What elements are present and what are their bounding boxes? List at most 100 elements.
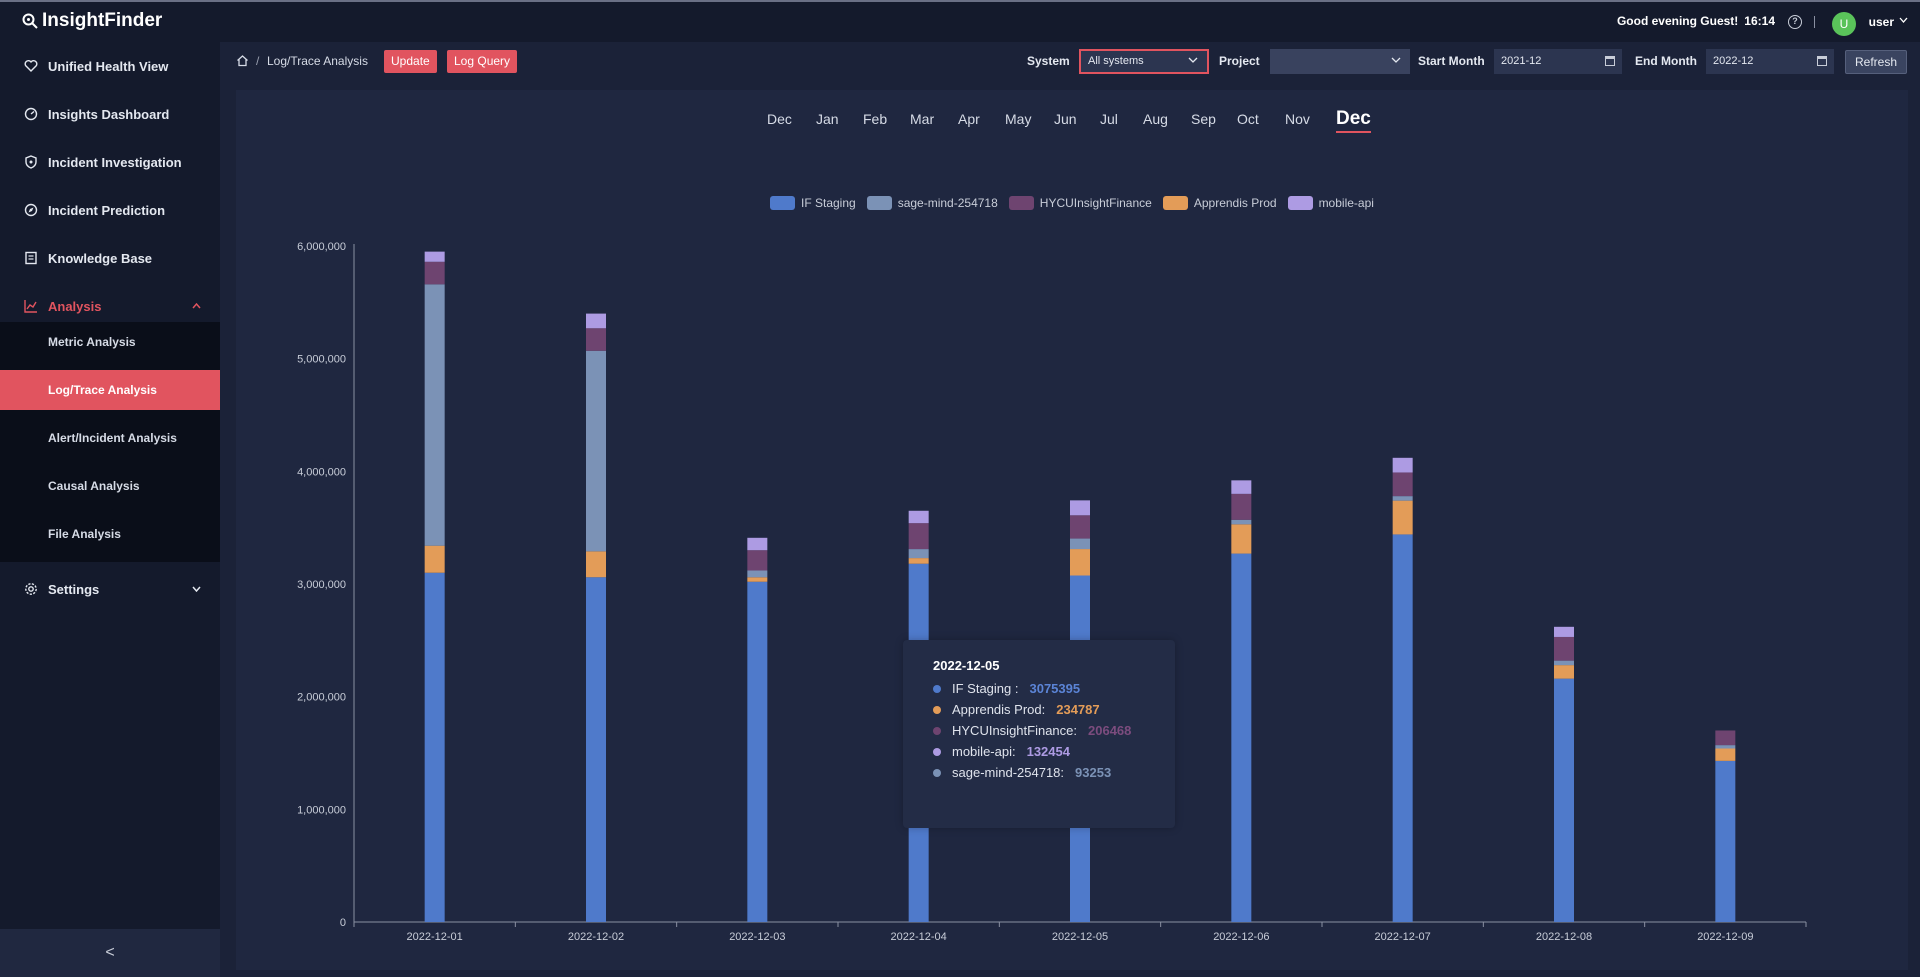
month-tab[interactable]: Jan [816,111,839,127]
chevron-up-icon [192,303,201,309]
legend-item-hycu[interactable]: HYCUInsightFinance [1008,196,1152,210]
collapse-sidebar-button[interactable]: < [0,929,220,977]
bar-segment [1070,515,1090,539]
tooltip-value: 132454 [1026,744,1070,759]
sidebar-item-knowledge-base[interactable]: Knowledge Base [0,234,220,282]
legend-label: sage-mind-254718 [897,196,998,210]
month-tab[interactable]: Mar [910,111,935,127]
legend-label: mobile-api [1318,196,1374,210]
tooltip-dot [933,726,941,735]
submenu-item-metric-analysis[interactable]: Metric Analysis [48,335,136,349]
chevron-down-icon[interactable] [1899,17,1908,23]
tooltip-value: 3075395 [1029,681,1081,696]
x-tick-label: 2022-12-02 [568,931,624,943]
legend-item-sage-mind[interactable]: sage-mind-254718 [866,196,998,210]
bar-segment [586,577,606,922]
divider [1814,16,1815,28]
user-menu[interactable]: user [1868,15,1894,29]
clock-time: 16:14 [1744,14,1775,28]
breadcrumb-separator: / [256,54,260,68]
sidebar-item-label: Incident Prediction [48,202,166,218]
system-select[interactable]: All systems [1079,49,1209,74]
month-tab[interactable]: Nov [1285,111,1310,127]
tooltip-dot [933,768,941,777]
tooltip-row: Apprendis Prod: 234787 [933,699,1175,720]
sidebar-item-incident-investigation[interactable]: Incident Investigation [0,138,220,186]
month-tab[interactable]: Sep [1191,111,1216,127]
home-icon[interactable] [236,54,249,67]
sidebar-item-unified-health-view[interactable]: Unified Health View [0,42,220,90]
month-tab[interactable]: Jun [1054,111,1077,127]
legend-item-apprendis[interactable]: Apprendis Prod [1162,196,1277,210]
calendar-icon [1817,56,1827,66]
bar-segment [1554,665,1574,679]
month-tab[interactable]: Apr [958,111,980,127]
sidebar-item-insights-dashboard[interactable]: Insights Dashboard [0,90,220,138]
avatar[interactable]: U [1832,12,1856,36]
sidebar-item-settings[interactable]: Settings [0,565,220,613]
start-month-label: Start Month [1418,54,1485,68]
sidebar-item-label: Insights Dashboard [48,106,170,122]
logo-icon [22,13,38,29]
month-tab[interactable]: May [1005,111,1032,127]
tooltip-label: IF Staging : [952,681,1019,696]
bar-segment [424,545,445,573]
x-tick-label: 2022-12-04 [891,931,947,943]
app-logo[interactable]: InsightFinder [22,10,162,32]
bar-segment [908,523,929,550]
month-tab[interactable]: Aug [1143,111,1168,127]
sidebar-item-label: Settings [48,581,100,597]
tooltip-row: mobile-api: 132454 [933,741,1175,762]
heart-icon [24,59,38,72]
submenu-item-log-trace-analysis[interactable]: Log/Trace Analysis [0,370,220,410]
update-button[interactable]: Update [384,50,437,73]
tooltip-label: sage-mind-254718: [952,765,1065,780]
legend-swatch [770,196,795,210]
bar-segment [424,251,445,262]
help-icon[interactable]: ? [1788,15,1802,29]
chart-panel: Dec Jan Feb Mar Apr May Jun Jul Aug Sep … [236,90,1908,970]
legend-item-if-staging[interactable]: IF Staging [770,196,856,210]
month-tab[interactable]: Dec [767,111,792,127]
chevron-down-icon [1188,57,1198,63]
bar-segment [1715,745,1736,749]
bar-segment [908,510,929,524]
bar-segment [1231,493,1252,520]
bar-segment [747,581,768,922]
dashboard-icon [24,107,38,121]
bar-segment [1070,538,1090,550]
log-query-button[interactable]: Log Query [447,50,518,73]
sidebar-item-incident-prediction[interactable]: Incident Prediction [0,186,220,234]
start-month-picker[interactable]: 2021-12 [1494,49,1622,74]
chart-icon [24,300,37,313]
month-tab[interactable]: Feb [863,111,888,127]
legend-item-mobile-api[interactable]: mobile-api [1287,196,1374,210]
bar-segment [1392,500,1413,535]
month-tab-active[interactable]: Dec [1336,108,1371,133]
submenu-item-causal-analysis[interactable]: Causal Analysis [48,479,140,493]
end-month-picker[interactable]: 2022-12 [1706,49,1834,74]
refresh-button[interactable]: Refresh [1845,50,1907,74]
x-tick-label: 2022-12-01 [407,931,463,943]
sidebar: Unified Health View Insights Dashboard I… [0,42,220,977]
tooltip-value: 206468 [1088,723,1132,738]
stacked-bar-chart: 0 1,000,000 2,000,000 3,000,000 4,000,000 5,0… [297,241,1807,943]
bar-segment [747,537,768,551]
bar-segment [586,350,606,552]
tooltip-dot [933,684,941,693]
submenu-item-file-analysis[interactable]: File Analysis [48,527,121,541]
sidebar-item-label: Knowledge Base [48,250,153,266]
month-tab[interactable]: Jul [1100,111,1118,127]
bar-segment [1715,748,1736,761]
sidebar-item-label: Incident Investigation [48,154,182,170]
sidebar-item-analysis[interactable]: Analysis [0,282,220,330]
month-tab[interactable]: Oct [1237,111,1259,127]
project-select[interactable] [1270,49,1410,74]
bar-segment [1231,553,1252,922]
submenu-item-alert-incident-analysis[interactable]: Alert/Incident Analysis [48,431,177,445]
bar-segment [1392,534,1413,922]
bar-segment [1392,472,1413,497]
bar-segment [586,551,606,578]
legend-label: Apprendis Prod [1193,196,1277,210]
tooltip-dot [933,747,941,756]
